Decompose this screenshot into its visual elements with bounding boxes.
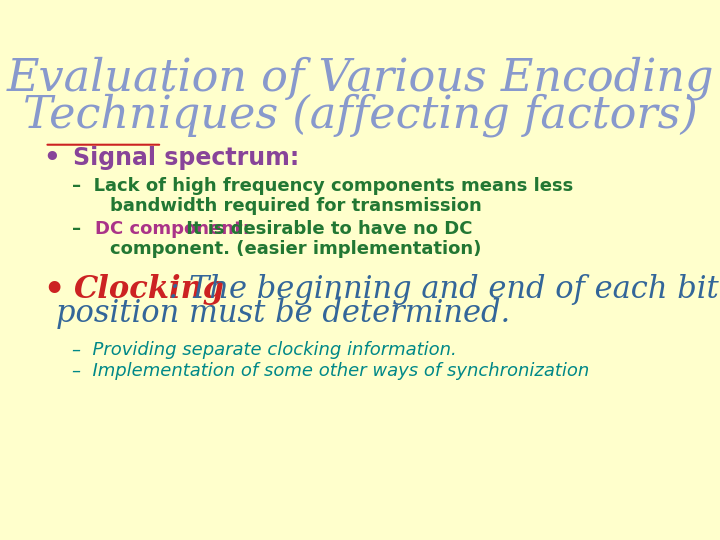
Text: position must be determined.: position must be determined.	[56, 298, 510, 329]
Text: –  Implementation of some other ways of synchronization: – Implementation of some other ways of s…	[72, 362, 589, 380]
Text: : The beginning and end of each bit: : The beginning and end of each bit	[169, 274, 719, 305]
Text: It is desirable to have no DC: It is desirable to have no DC	[180, 220, 472, 238]
Text: •: •	[43, 274, 65, 307]
Text: component. (easier implementation): component. (easier implementation)	[110, 240, 482, 258]
Text: Clocking: Clocking	[73, 274, 225, 305]
Text: DC component:: DC component:	[95, 220, 250, 238]
Text: bandwidth required for transmission: bandwidth required for transmission	[110, 197, 482, 215]
Text: Techniques (affecting factors): Techniques (affecting factors)	[22, 93, 698, 137]
Text: Evaluation of Various Encoding: Evaluation of Various Encoding	[6, 57, 714, 100]
Text: –  Providing separate clocking information.: – Providing separate clocking informatio…	[72, 341, 456, 359]
Text: •: •	[43, 146, 60, 172]
Text: –  Lack of high frequency components means less: – Lack of high frequency components mean…	[72, 177, 573, 195]
Text: –: –	[72, 220, 94, 238]
Text: Signal spectrum:: Signal spectrum:	[73, 146, 300, 170]
